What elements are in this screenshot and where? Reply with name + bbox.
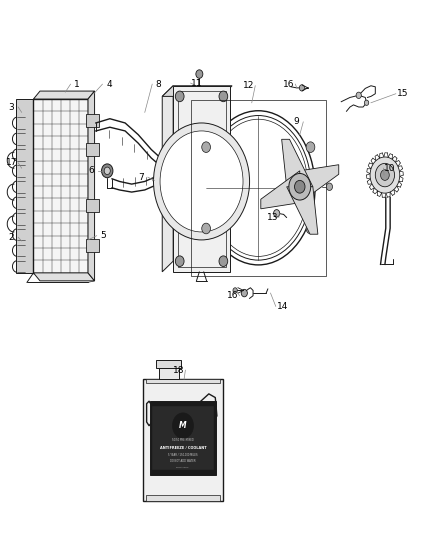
Circle shape xyxy=(153,123,250,240)
Text: 12: 12 xyxy=(243,81,254,90)
Circle shape xyxy=(326,183,332,190)
Bar xyxy=(177,91,226,266)
Text: COMPATIBLE: COMPATIBLE xyxy=(176,466,190,468)
Text: 2: 2 xyxy=(9,233,14,242)
Bar xyxy=(86,239,99,252)
Text: 18: 18 xyxy=(173,366,184,375)
Circle shape xyxy=(294,180,305,193)
Polygon shape xyxy=(88,91,95,281)
Text: 16: 16 xyxy=(283,79,295,88)
Text: 5: 5 xyxy=(100,231,106,240)
Text: 4: 4 xyxy=(106,79,112,88)
Text: 50/50 PRE-MIXED: 50/50 PRE-MIXED xyxy=(172,438,194,442)
Circle shape xyxy=(196,70,203,78)
Text: 16: 16 xyxy=(227,291,239,300)
Circle shape xyxy=(102,164,113,177)
Bar xyxy=(86,199,99,212)
Circle shape xyxy=(219,91,228,102)
Polygon shape xyxy=(162,86,232,96)
Bar xyxy=(146,495,220,502)
Circle shape xyxy=(175,256,184,266)
Circle shape xyxy=(104,167,110,174)
Bar xyxy=(173,86,230,272)
Polygon shape xyxy=(287,187,318,234)
Text: ANTIFREEZE / COOLANT: ANTIFREEZE / COOLANT xyxy=(160,446,206,450)
Bar xyxy=(191,100,326,276)
Bar xyxy=(159,368,179,379)
Text: 8: 8 xyxy=(156,79,162,88)
Text: 14: 14 xyxy=(277,302,288,311)
Polygon shape xyxy=(300,165,339,203)
Circle shape xyxy=(306,223,315,234)
Text: M: M xyxy=(179,421,187,430)
Text: 17: 17 xyxy=(6,158,18,167)
Circle shape xyxy=(289,173,311,200)
Polygon shape xyxy=(33,91,95,99)
Polygon shape xyxy=(162,86,173,272)
Bar xyxy=(143,379,223,502)
Text: 5 YEAR / 150,000 MILES: 5 YEAR / 150,000 MILES xyxy=(168,453,198,457)
Text: 9: 9 xyxy=(294,117,300,126)
Text: 3: 3 xyxy=(9,102,14,111)
Bar xyxy=(150,401,215,474)
Circle shape xyxy=(381,169,389,180)
Bar xyxy=(146,379,220,383)
Circle shape xyxy=(306,142,315,152)
Circle shape xyxy=(274,209,280,217)
Bar xyxy=(86,114,99,127)
Circle shape xyxy=(160,131,243,232)
Polygon shape xyxy=(261,171,300,209)
Polygon shape xyxy=(16,99,33,273)
Bar xyxy=(155,360,181,368)
Polygon shape xyxy=(282,139,313,187)
Circle shape xyxy=(219,256,228,266)
Circle shape xyxy=(356,92,361,99)
Text: 15: 15 xyxy=(397,89,408,98)
Bar xyxy=(86,143,99,156)
Circle shape xyxy=(175,91,184,102)
Circle shape xyxy=(299,85,304,91)
Circle shape xyxy=(375,164,395,187)
Text: 1: 1 xyxy=(74,79,80,88)
Circle shape xyxy=(241,289,247,297)
Bar xyxy=(33,99,88,273)
Polygon shape xyxy=(33,273,95,281)
Text: 13: 13 xyxy=(266,213,278,222)
Circle shape xyxy=(370,157,400,193)
Text: 11: 11 xyxy=(191,78,203,87)
Bar xyxy=(152,406,214,470)
Text: 6: 6 xyxy=(88,166,94,175)
Text: DO NOT ADD WATER: DO NOT ADD WATER xyxy=(170,459,196,463)
Circle shape xyxy=(202,142,211,152)
Text: 7: 7 xyxy=(138,173,144,182)
Circle shape xyxy=(233,288,237,293)
Text: 10: 10 xyxy=(385,164,396,173)
Circle shape xyxy=(202,223,211,234)
Circle shape xyxy=(364,100,369,106)
Circle shape xyxy=(173,413,194,439)
